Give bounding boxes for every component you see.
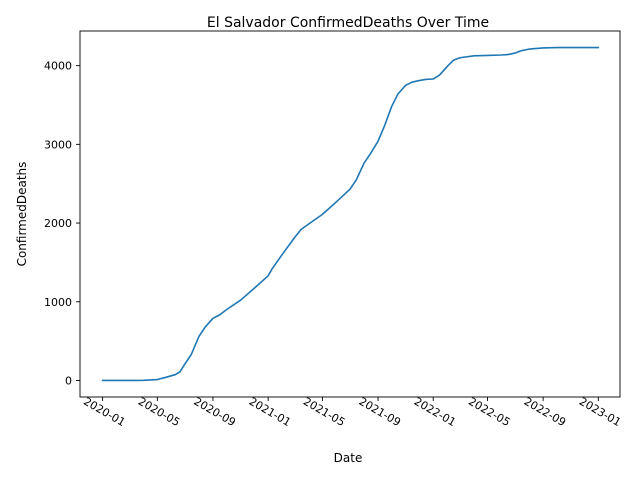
plot-area [80, 31, 620, 397]
y-tick-label: 4000 [44, 60, 72, 73]
y-axis-ticks: 0 1000 2000 3000 4000 [44, 60, 80, 387]
y-tick-label: 2000 [44, 217, 72, 230]
plot-frame [79, 30, 621, 398]
y-tick-label: 0 [65, 374, 72, 387]
x-axis-label: Date [334, 451, 363, 465]
y-axis-label: ConfirmedDeaths [15, 162, 29, 267]
y-tick-label: 1000 [44, 296, 72, 309]
series-line [101, 46, 600, 382]
chart-title: El Salvador ConfirmedDeaths Over Time [207, 15, 489, 31]
y-tick-label: 3000 [44, 138, 72, 151]
